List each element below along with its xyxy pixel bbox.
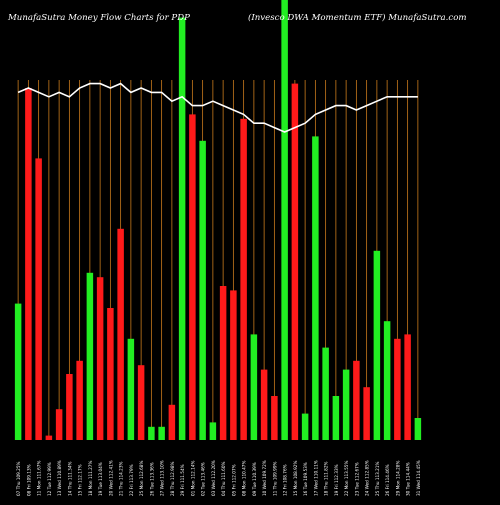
money-flow-bar — [96, 277, 104, 440]
money-flow-bar — [189, 114, 196, 441]
x-tick-label: 08 Mon 110.47% — [242, 461, 247, 496]
x-tick-label: 15 Mon 108.92% — [293, 461, 298, 496]
money-flow-bar — [148, 426, 155, 440]
money-flow-bar — [281, 0, 288, 440]
money-flow-bar — [394, 338, 401, 440]
x-tick-label: 25 Mon 112.68% — [139, 461, 144, 496]
money-flow-bar — [178, 17, 186, 440]
money-flow-bar — [25, 88, 32, 440]
x-tick-label: 07 Thu 109.25% — [16, 461, 21, 496]
price-trend-line — [17, 82, 418, 133]
x-tick-label: 23 Tue 112.67% — [354, 462, 359, 496]
x-tick-label: 20 Wed 112.41% — [108, 460, 113, 496]
money-flow-bar — [291, 83, 299, 440]
x-tick-label: 19 Tue 113.04% — [98, 462, 103, 496]
x-tick-label: 04 Thu 111.60% — [221, 461, 226, 496]
money-flow-bar — [373, 250, 381, 440]
x-tick-label: 02 Tue 113.46% — [201, 462, 206, 496]
x-tick-label: 09 Tue 110.39% — [252, 462, 257, 496]
x-tick-label: 05 Fri 112.07% — [231, 464, 236, 496]
x-tick-label: 22 Mon 113.55% — [344, 461, 349, 496]
x-tick-label: 27 Wed 113.10% — [160, 460, 165, 496]
money-flow-bar — [240, 118, 247, 441]
x-tick-label: 17 Wed 110.11% — [313, 460, 318, 496]
chart-subtitle: (Invesco DWA Momentum ETF) MunafaSutra.c… — [248, 13, 467, 23]
x-tick-label: 18 Mon 111.27% — [88, 461, 93, 496]
x-tick-label: 10 Wed 109.72% — [262, 460, 267, 496]
money-flow-bar — [45, 435, 53, 440]
money-flow-bar — [332, 396, 340, 440]
money-flow-bar — [301, 413, 309, 440]
x-tick-label: 15 Fri 112.17% — [78, 464, 83, 496]
money-flow-bar — [127, 338, 135, 440]
money-flow-bar — [137, 365, 145, 440]
x-tick-label: 19 Fri 112.33% — [334, 464, 339, 496]
x-tick-label: 29 Mon 114.28% — [395, 461, 400, 496]
x-tick-label: 12 Tue 112.99% — [47, 462, 52, 496]
money-flow-bar — [353, 360, 360, 440]
x-tick-label: 30 Tue 114.44% — [406, 462, 411, 496]
x-tick-label: 24 Wed 112.85% — [365, 460, 370, 496]
money-flow-bar — [168, 404, 176, 440]
x-tick-label: 29 Fri 111.54% — [180, 464, 185, 496]
x-tick-label: 26 Tue 113.36% — [149, 462, 154, 496]
money-flow-bar — [342, 369, 350, 440]
x-tick-label: 11 Thu 109.99% — [272, 461, 277, 496]
x-tick-label: 16 Tue 109.53% — [303, 462, 308, 496]
money-flow-bar — [76, 360, 83, 440]
x-tick-label: 01 Mon 112.14% — [190, 461, 195, 496]
x-tick-label: 21 Thu 114.23% — [119, 461, 124, 496]
money-flow-bar — [414, 418, 422, 440]
chart-title: MunafaSutra Money Flow Charts for PDP — [8, 13, 190, 23]
money-flow-bar — [86, 272, 94, 440]
money-flow-bar — [363, 387, 370, 440]
money-flow-bar — [14, 303, 22, 440]
money-flow-bar — [158, 426, 165, 440]
money-flow-bar — [107, 308, 114, 440]
x-tick-label: 11 Mon 111.67% — [37, 461, 42, 496]
x-tick-label: 22 Fri 113.79% — [129, 464, 134, 496]
money-flow-bar — [117, 228, 124, 440]
money-flow-bar — [250, 334, 258, 440]
money-flow-bar — [271, 396, 278, 440]
money-flow-bar — [230, 290, 237, 440]
x-tick-label: 08 Fri 109.13% — [26, 464, 31, 496]
money-flow-bar — [66, 374, 73, 440]
x-tick-label: 25 Thu 113.21% — [375, 461, 380, 496]
x-tick-label: 31 Wed 114.45% — [416, 460, 421, 496]
money-flow-bar — [312, 136, 319, 440]
x-tick-label: 28 Thu 112.98% — [170, 461, 175, 496]
money-flow-bar — [404, 334, 411, 440]
money-flow-bar — [383, 321, 391, 440]
money-flow-bar — [260, 369, 268, 440]
x-tick-label: 13 Wed 110.89% — [57, 460, 62, 496]
x-tick-label: 12 Fri 108.76% — [283, 464, 288, 496]
x-tick-label: 14 Thu 111.34% — [67, 461, 72, 496]
x-tick-label: 03 Wed 112.20% — [211, 460, 216, 496]
money-flow-bar — [219, 286, 227, 440]
money-flow-bar — [35, 158, 42, 440]
money-flow-bar — [55, 409, 63, 440]
money-flow-bar — [199, 140, 206, 441]
money-flow-bar — [209, 422, 217, 440]
money-flow-bar — [322, 347, 329, 440]
x-tick-label: 18 Thu 111.82% — [324, 461, 329, 496]
x-tick-label: 26 Fri 114.46% — [385, 464, 390, 496]
